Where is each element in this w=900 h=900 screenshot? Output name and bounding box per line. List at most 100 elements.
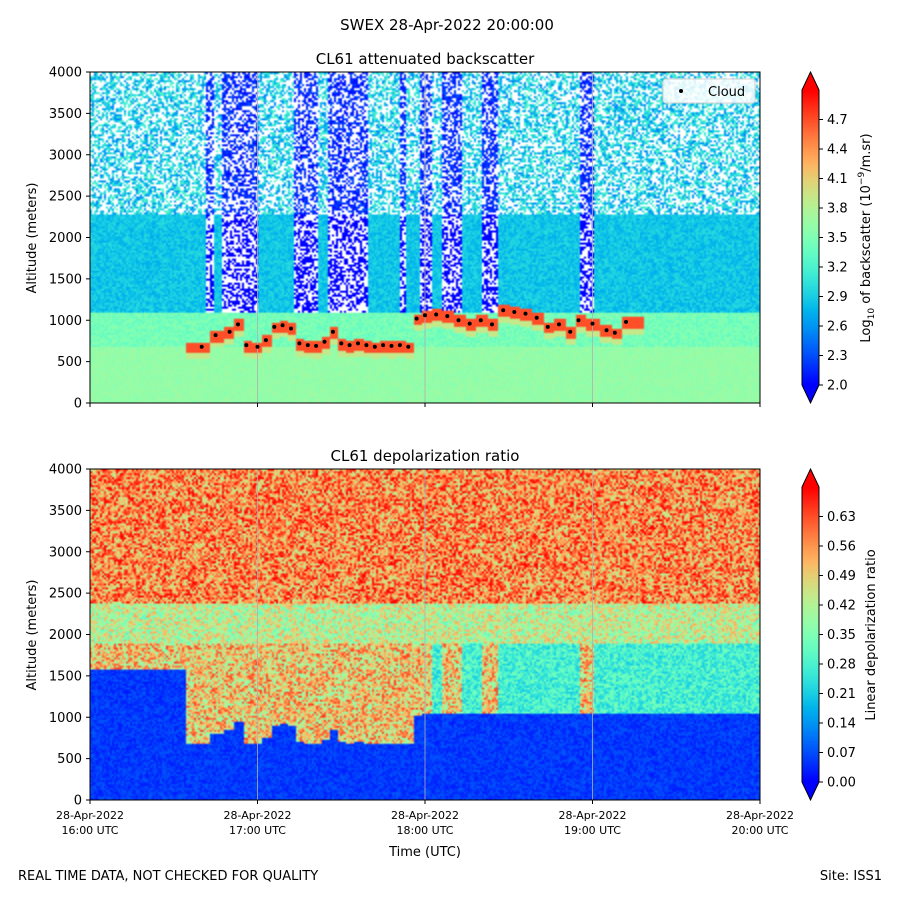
backscatter-colorbar-gradient [802,90,819,385]
cloud-base-point [227,329,232,334]
backscatter-colorbar-extend-max [802,72,819,90]
depolarization-colorbar-extend-min [802,782,819,800]
depolarization-colorbar-label: Linear depolarization ratio [864,549,879,720]
colorbar-tick-label: 4.7 [827,113,848,128]
colorbar-tick-label: 3.5 [827,231,848,246]
backscatter-y-label: Altitude (meters) [25,183,40,294]
cloud-base-point [434,312,439,317]
backscatter-colorbar: 2.0 2.3 2.6 2.9 3.2 3.5 3.8 4.1 4.4 4.7 Log10 of … [801,70,877,405]
x-axis-label: Time (UTC) [388,845,461,860]
y-tick-label: 3500 [49,107,82,122]
cloud-base-point [534,315,539,320]
cloud-base-point [604,328,609,333]
y-tick-label: 1500 [49,669,82,684]
x-tick-label: 20:00 UTC [731,824,788,837]
cloud-base-point [339,341,344,346]
cloud-base-point [347,343,352,348]
y-tick-label: 2000 [49,628,82,643]
backscatter-panel: CL61 attenuated backscatter 0 500 1000 1500… [25,50,877,412]
depolarization-colorbar: 0.00 0.07 0.14 0.21 0.28 0.35 0.42 0.49 0.56 0.63… [801,467,879,802]
colorbar-tick-label: 4.4 [827,143,848,158]
colorbar-tick-label: 2.0 [827,379,848,394]
backscatter-colorbar-label: Log10 of backscatter (10−9/m.sr) [857,133,877,342]
depolarization-colorbar-outline [801,467,820,802]
cloud-base-point [255,344,260,349]
colorbar-tick-label: 0.63 [827,510,856,525]
cloud-base-point [322,339,327,344]
colorbar-tick-label: 3.2 [827,261,848,276]
depolarization-y-ticks: 0 500 1000 1500 2000 2500 3000 3500 4000 [49,463,90,809]
y-tick-label: 2500 [49,587,82,602]
backscatter-x-ticks [89,403,761,407]
cloud-base-point [289,326,293,331]
colorbar-tick-label: 0.14 [827,717,856,732]
cloud-base-point [478,318,483,323]
cloud-base-point [372,344,377,349]
colorbar-tick-label: 0.56 [827,540,856,555]
cloud-base-point [612,330,617,335]
legend: Cloud [662,78,756,104]
cloud-base-point [590,321,595,326]
legend-cloud-marker [679,89,683,93]
colorbar-tick-label: 0.28 [827,658,856,673]
colorbar-tick-label: 3.8 [827,202,848,217]
legend-box [662,78,756,104]
colorbar-tick-label: 0.35 [827,628,856,643]
cloud-base-point [297,341,302,346]
cloud-base-point [512,310,517,314]
cloud-base-point [364,343,369,348]
x-tick-label: 28-Apr-2022 [391,809,459,822]
x-tick-label: 28-Apr-2022 [223,809,291,822]
y-tick-label: 1000 [49,314,82,329]
colorbar-tick-label: 0.07 [827,746,856,761]
depolarization-gridlines [257,469,593,800]
y-tick-label: 3500 [49,504,82,519]
x-tick-label: 18:00 UTC [396,824,453,837]
legend-cloud-label: Cloud [708,85,745,100]
cloud-base-point [523,311,528,316]
cloud-base-point [545,324,550,329]
y-tick-label: 4000 [49,66,82,81]
depolarization-panel: CL61 depolarization ratio 0 500 1000 1500 20… [25,447,879,860]
backscatter-title: CL61 attenuated backscatter [316,50,535,68]
y-tick-label: 500 [57,355,82,370]
cloud-base-point [568,329,573,334]
y-tick-label: 1500 [49,272,82,287]
cloud-base-point [330,329,335,334]
y-tick-label: 3000 [49,148,82,163]
backscatter-y-ticks: 0 500 1000 1500 2000 2500 3000 3500 4000 [49,66,90,412]
cloud-base-point [557,322,561,327]
cloud-base-point [423,313,427,318]
depolarization-colorbar-extend-max [802,469,819,487]
cloud-base-point [624,319,628,324]
y-tick-label: 4000 [49,463,82,478]
cloud-base-point [576,318,581,323]
cloud-base-point [244,343,249,348]
cloud-base-point [213,333,218,338]
cloud-base-point [414,316,419,321]
x-tick-label: 28-Apr-2022 [558,809,626,822]
x-tick-label: 28-Apr-2022 [56,809,124,822]
y-tick-label: 2500 [49,190,82,205]
depolarization-x-ticks: 28-Apr-2022 16:00 UTC 28-Apr-2022 17:00 UTC… [56,800,794,837]
cloud-base-point [397,343,402,348]
depolarization-colorbar-ticks: 0.00 0.07 0.14 0.21 0.28 0.35 0.42 0.49 0.56 0.63 [819,510,856,791]
colorbar-tick-label: 0.42 [827,599,856,614]
cloud-base-point [356,341,360,346]
cloud-base-point [199,344,204,349]
cloud-base-point [406,344,411,349]
colorbar-tick-label: 2.6 [827,320,848,335]
cloud-base-point [314,343,319,348]
cloud-base-point [263,338,268,343]
quality-disclaimer: REAL TIME DATA, NOT CHECKED FOR QUALITY [18,869,319,884]
colorbar-tick-label: 0.21 [827,687,856,702]
y-tick-label: 3000 [49,545,82,560]
colorbar-tick-label: 2.9 [827,290,848,305]
cloud-base-point [280,323,285,328]
y-tick-label: 1000 [49,711,82,726]
backscatter-colorbar-extend-min [802,385,819,403]
cloud-base-point [381,343,386,348]
x-tick-label: 17:00 UTC [229,824,286,837]
cloud-base-point [445,314,450,319]
